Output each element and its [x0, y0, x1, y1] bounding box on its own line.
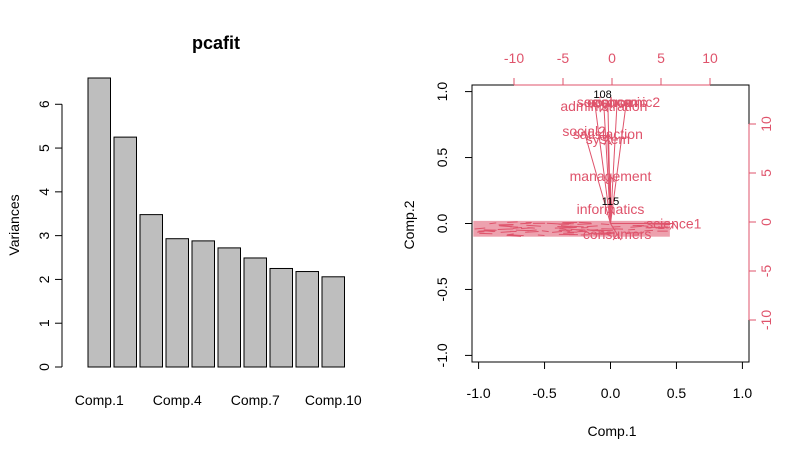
biplot-loading-arrow [610, 102, 618, 224]
scree-y-tick-label: 0 [36, 363, 52, 371]
biplot-variable-label: consumers [583, 226, 651, 242]
biplot-variable-label: system [586, 131, 630, 147]
scree-x-tick-labels: Comp.1 Comp.4 Comp.7 Comp.10 [75, 392, 362, 408]
scree-x-tick-label: Comp.1 [75, 392, 124, 408]
biplot-variable-label: informatics [577, 201, 645, 217]
biplot-loading-arrow [594, 102, 611, 224]
biplot-right-tick-label: 0 [758, 218, 774, 226]
biplot-bottom-axis: -1.0 -0.5 0.0 0.5 1.0 [467, 361, 753, 401]
biplot-variable-labels: socialscienceeconomiceconomic2administra… [560, 94, 701, 242]
biplot-x-tick-label: -0.5 [532, 385, 556, 401]
biplot-y-tick-label: 0.5 [434, 148, 450, 168]
biplot-variable-label: science [584, 94, 632, 110]
biplot-variable-label: social2 [562, 123, 606, 139]
biplot-x-tick-label: 1.0 [733, 385, 753, 401]
biplot-arrow-head [599, 105, 609, 113]
scree-bars [87, 77, 345, 368]
biplot-observation-labels: 108 115 [593, 89, 619, 208]
scree-y-tick-label: 3 [36, 232, 52, 240]
biplot-right-tick-label: -10 [758, 310, 774, 330]
biplot-arrow-head [669, 222, 679, 230]
scree-y-tick-label: 1 [36, 319, 52, 327]
biplot-right-axis: -10 -5 0 5 10 [748, 116, 774, 330]
scree-bar [243, 257, 267, 368]
biplot-arrow-head [621, 101, 631, 109]
scree-y-tick-label: 5 [36, 144, 52, 152]
biplot-left-axis: -1.0 -0.5 0.0 0.5 1.0 [434, 82, 473, 367]
biplot-x-tick-label: -1.0 [467, 385, 491, 401]
biplot-variable-label: management [570, 168, 652, 184]
scree-bar [269, 267, 293, 368]
scree-bar [217, 247, 241, 368]
biplot-arrow-head [603, 101, 613, 109]
biplot-xlabel: Comp.1 [587, 423, 636, 439]
scree-x-tick-label: Comp.10 [305, 392, 362, 408]
biplot-arrow-head [590, 101, 600, 109]
biplot-arrow-head [603, 138, 613, 146]
biplot-loading-arrow [610, 223, 618, 235]
biplot-y-tick-label: 0.0 [434, 214, 450, 234]
biplot-observation-label: 108 [593, 89, 611, 101]
biplot-arrow-head [612, 233, 622, 241]
scree-bar [165, 238, 189, 368]
biplot-loading-arrow [610, 102, 627, 224]
scree-y-tick-label: 2 [36, 275, 52, 283]
biplot-arrow-head [603, 132, 613, 141]
biplot-ylabel: Comp.2 [401, 200, 417, 249]
biplot-arrow-head [579, 130, 589, 138]
scree-bar [139, 214, 163, 368]
biplot-variable-label: economic [587, 94, 647, 110]
biplot-variable-label: economic2 [592, 94, 660, 110]
scree-x-tick-label: Comp.4 [153, 392, 202, 408]
biplot-x-tick-label: 0.0 [601, 385, 621, 401]
biplot-loading-arrows [579, 101, 679, 241]
scree-x-tick-label: Comp.7 [231, 392, 280, 408]
biplot-y-tick-label: 1.0 [434, 82, 450, 102]
scree-ylabel: Variances [6, 194, 22, 255]
scree-title: pcafit [192, 33, 240, 53]
biplot-top-tick-label: 5 [657, 50, 665, 66]
biplot-top-tick-label: 0 [608, 50, 616, 66]
biplot-x-tick-label: 0.5 [667, 385, 687, 401]
biplot-cloud-band [473, 220, 670, 237]
biplot-right-tick-label: 5 [758, 169, 774, 177]
biplot: -1.0 -0.5 0.0 0.5 1.0 -1.0-0.50.00.51.0 -10-… [401, 50, 774, 439]
scree-y-tick-label: 4 [36, 188, 52, 196]
biplot-loading-arrow [583, 131, 611, 224]
biplot-observation-label: 115 [602, 196, 620, 208]
biplot-right-tick-label: 10 [758, 116, 774, 132]
biplot-y-tick-label: -0.5 [434, 277, 450, 301]
scree-bar [321, 276, 345, 368]
biplot-arrow-head [606, 175, 615, 183]
biplot-top-tick-label: 10 [702, 50, 718, 66]
scree-y-axis: 0 1 2 3 4 5 6 [36, 100, 63, 371]
biplot-variable-label: science1 [646, 216, 701, 232]
biplot-variable-label: social [577, 94, 613, 110]
scree-bar [87, 77, 111, 368]
scree-bar [295, 271, 319, 368]
scree-bar [191, 240, 215, 368]
scree-bar [113, 136, 137, 368]
biplot-arrow-head [606, 208, 615, 216]
biplot-right-tick-label: -5 [758, 265, 774, 278]
biplot-arrow-head [612, 101, 622, 109]
biplot-variable-label: administration [560, 98, 647, 114]
biplot-top-tick-label: -10 [504, 50, 524, 66]
scree-y-tick-label: 6 [36, 100, 52, 108]
biplot-top-axis: -10 -5 0 5 10 [504, 50, 718, 86]
biplot-y-tick-label: -1.0 [434, 343, 450, 367]
biplot-variable-label: satisfaction [573, 126, 643, 142]
biplot-top-tick-label: -5 [557, 50, 570, 66]
biplot-point-cloud [473, 220, 670, 237]
